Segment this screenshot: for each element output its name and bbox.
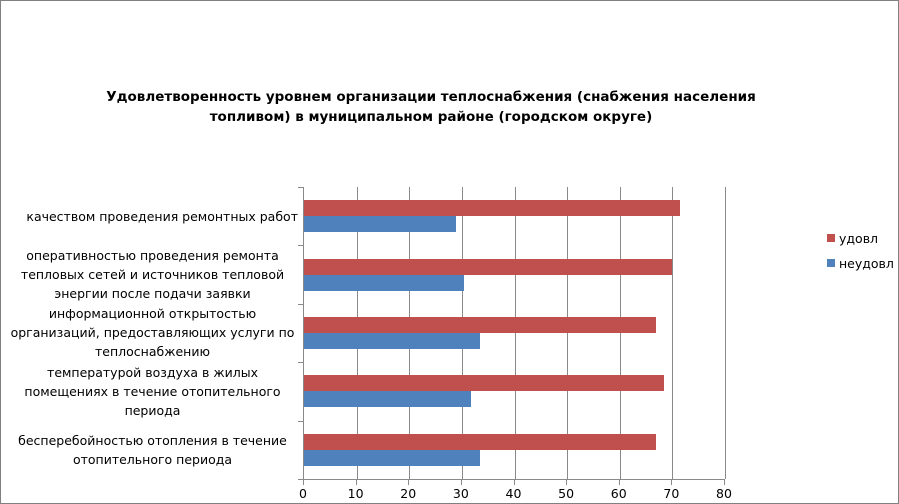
x-axis-tick-label: 80 [716, 486, 732, 501]
legend-entry-неудовл: неудовл [827, 255, 894, 271]
category-label: качеством проведения ремонтных работ [26, 208, 298, 224]
category-label: температурой воздуха в жилых помещениях … [24, 364, 281, 418]
x-axis-tick [460, 480, 462, 485]
x-axis-tick [566, 480, 568, 485]
x-axis-tick-label: 0 [299, 486, 307, 501]
x-axis-tick-label: 30 [452, 486, 469, 501]
bar-неудовл [304, 391, 471, 408]
category-label: оперативностью проведения ремонта теплов… [20, 248, 285, 302]
bar-удовл [304, 433, 657, 450]
bar-row [304, 421, 725, 479]
x-axis-tick [303, 480, 304, 485]
x-axis-tick-label: 70 [663, 486, 680, 501]
legend-label: неудовл [839, 255, 894, 271]
bar-неудовл [304, 449, 480, 466]
legend: удовл неудовл [827, 230, 894, 271]
bar-неудовл [304, 274, 464, 291]
bar-удовл [304, 258, 673, 275]
bar-удовл [304, 200, 680, 217]
x-axis-tick-label: 20 [400, 486, 417, 501]
x-axis-tick-label: 10 [347, 486, 364, 501]
plot-area [303, 187, 726, 480]
x-axis-tick [671, 480, 673, 485]
bar-удовл [304, 375, 664, 392]
gridline-40 [514, 187, 516, 479]
bar-неудовл [304, 216, 457, 233]
x-axis-tick [513, 480, 515, 485]
y-axis-tick [298, 245, 303, 247]
bar-row [304, 187, 725, 245]
x-axis-tick [724, 480, 725, 485]
y-axis-tick [298, 420, 303, 422]
y-axis-tick [298, 303, 303, 305]
category-label-cell: температурой воздуха в жилых помещениях … [7, 362, 298, 420]
bar-row [304, 245, 725, 303]
legend-entry-удовл: удовл [827, 230, 894, 246]
gridline-80 [725, 187, 726, 479]
bar-rows [304, 187, 725, 479]
y-axis-tick [298, 479, 303, 480]
chart-title: Удовлетворенность уровнем организации те… [106, 89, 756, 126]
category-label-cell: оперативностью проведения ремонта теплов… [7, 245, 298, 303]
bar-row [304, 304, 725, 362]
x-axis-tick-label: 50 [558, 486, 575, 501]
gridline-60 [619, 187, 621, 479]
x-axis-tick [618, 480, 620, 485]
y-axis-tick [298, 187, 303, 188]
legend-swatch-icon [827, 259, 835, 267]
gridline-50 [567, 187, 569, 479]
category-label-cell: бесперебойностью отопления в течение ото… [7, 421, 298, 479]
gridline-70 [672, 187, 674, 479]
x-axis-tick [355, 480, 357, 485]
category-label-cell: информационной открытостью организаций, … [7, 304, 298, 362]
category-label-cell: качеством проведения ремонтных работ [7, 187, 298, 245]
legend-swatch-icon [827, 234, 835, 242]
x-axis-tick-label: 40 [505, 486, 522, 501]
legend-label: удовл [839, 230, 879, 246]
x-axis-tick-label: 60 [610, 486, 627, 501]
category-axis-labels: качеством проведения ремонтных работ опер… [7, 187, 298, 479]
x-axis-tick [408, 480, 410, 485]
category-label: информационной открытостью организаций, … [10, 306, 295, 360]
category-label: бесперебойностью отопления в течение ото… [18, 432, 287, 467]
bar-неудовл [304, 332, 480, 349]
y-axis-tick [298, 362, 303, 364]
bar-row [304, 362, 725, 420]
bar-удовл [304, 316, 657, 333]
